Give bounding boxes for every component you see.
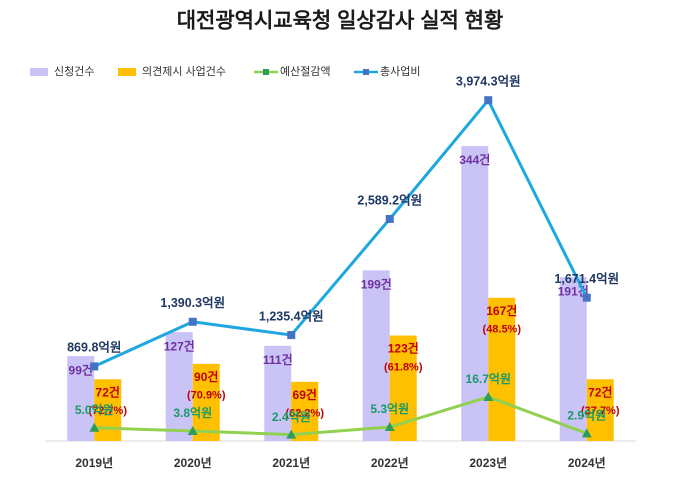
x-tick-label: 2022년 [371,456,409,470]
value-label: 2.4억원 [272,410,311,424]
x-tick-label: 2020년 [174,456,212,470]
value-label: 72건 [96,384,120,399]
ratio-label: (48.5%) [482,324,521,336]
ratio-label: (72.7%) [88,405,127,417]
bar [461,146,489,441]
legend-marker [263,69,269,75]
legend-label: 신청건수 [54,65,94,78]
value-label: 344건 [459,152,490,167]
ratio-label: (70.9%) [187,390,226,402]
bar [94,379,122,441]
bar [291,381,319,441]
value-label: 99건 [69,362,93,377]
point [484,96,493,105]
value-label: 69건 [293,387,317,402]
point [384,422,395,432]
point [287,331,296,340]
value-label: 90건 [194,369,218,384]
value-label: 127건 [164,338,195,353]
bar [165,332,193,441]
value-label: 2,589.2억원 [357,193,422,207]
value-label: 1,390.3억원 [160,296,225,310]
value-label: 123건 [388,341,419,356]
bar [362,270,390,441]
value-label: 1,671.4억원 [554,272,619,286]
value-label: 199건 [361,277,392,292]
value-label: 1,235.4억원 [259,309,324,323]
value-label: 3,974.3억원 [456,75,521,89]
x-tick-label: 2023년 [469,456,507,470]
bar [586,379,614,441]
value-label: 111건 [263,352,293,367]
ratio-label: (61.8%) [384,361,423,373]
x-tick-label: 2024년 [568,456,606,470]
legend-marker [363,69,369,75]
value-label: 16.7억원 [466,372,511,386]
value-label: 5.0억원 [75,403,114,417]
legend-swatch [118,68,136,76]
point [90,362,99,371]
point [385,214,394,223]
point [582,293,591,302]
value-label: 5.3억원 [370,402,409,416]
chart-title: 대전광역시교육청 일상감사 실적 현황 [177,10,504,33]
point [483,391,494,401]
point [581,428,592,438]
bar [488,297,516,441]
bar [67,356,95,441]
legend-label: 총사업비 [380,65,420,78]
value-label: 3.8억원 [173,406,212,420]
bar [559,277,587,441]
x-tick-label: 2021년 [272,456,310,470]
point [187,425,198,435]
value-label: 167건 [486,303,517,318]
legend-label: 의견제시 사업건수 [142,65,226,78]
ratio-label: (37.7%) [581,405,620,417]
value-label: 2.9억원 [567,409,606,423]
legend-swatch [30,68,48,76]
line [93,97,589,368]
ratio-label: (62.2%) [285,408,324,420]
point [286,429,297,439]
value-label: 869.8억원 [67,341,121,355]
point [188,317,197,326]
x-tick-label: 2019년 [75,456,113,470]
value-label: 72건 [588,384,612,399]
point [89,422,100,432]
bar [192,363,220,441]
bar [264,345,292,441]
line [94,395,588,437]
legend-label: 예산절감액 [280,65,331,78]
